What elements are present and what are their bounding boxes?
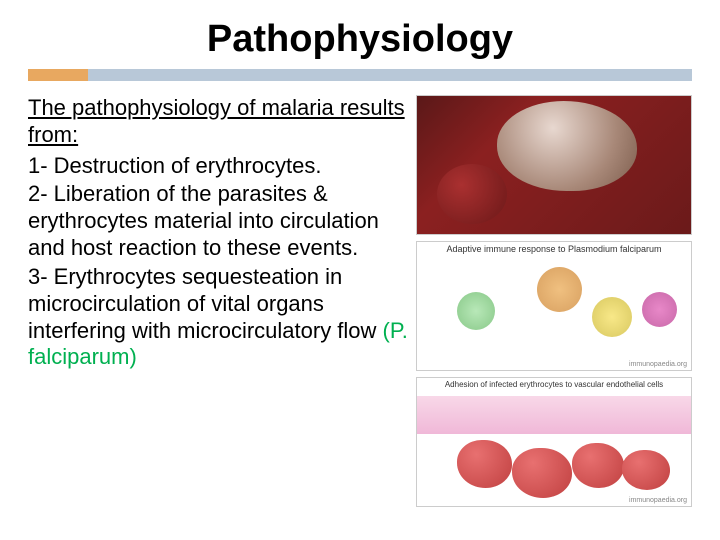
image-attribution: immunopaedia.org <box>629 361 687 368</box>
image-3-caption: Adhesion of infected erythrocytes to vas… <box>417 380 691 389</box>
image-2-caption: Adaptive immune response to Plasmodium f… <box>417 244 691 254</box>
text-column: The pathophysiology of malaria results f… <box>28 95 408 507</box>
divider-main <box>88 69 692 81</box>
rbc-icon <box>622 450 670 490</box>
section-heading: The pathophysiology of malaria results f… <box>28 95 408 149</box>
point-3: 3- Erythrocytes sequesteation in microci… <box>28 264 408 371</box>
point-3-text: 3- Erythrocytes sequesteation in microci… <box>28 264 383 343</box>
cell-icon <box>537 267 582 312</box>
slide-title: Pathophysiology <box>28 18 692 61</box>
rbc-icon <box>512 448 572 498</box>
content-area: The pathophysiology of malaria results f… <box>28 95 692 507</box>
image-immune-response: Adaptive immune response to Plasmodium f… <box>416 241 692 371</box>
rbc-icon <box>572 443 624 488</box>
endothelium-band <box>417 396 691 434</box>
slide: Pathophysiology The pathophysiology of m… <box>0 0 720 540</box>
cell-icon <box>642 292 677 327</box>
image-erythrocyte <box>416 95 692 235</box>
image-adhesion: Adhesion of infected erythrocytes to vas… <box>416 377 692 507</box>
title-divider <box>28 69 692 81</box>
rbc-icon <box>457 440 512 488</box>
cell-icon <box>592 297 632 337</box>
point-2: 2- Liberation of the parasites & erythro… <box>28 181 408 261</box>
point-1: 1- Destruction of erythrocytes. <box>28 153 408 180</box>
cell-icon <box>457 292 495 330</box>
divider-accent <box>28 69 88 81</box>
image-attribution: immunopaedia.org <box>629 497 687 504</box>
image-column: Adaptive immune response to Plasmodium f… <box>416 95 692 507</box>
